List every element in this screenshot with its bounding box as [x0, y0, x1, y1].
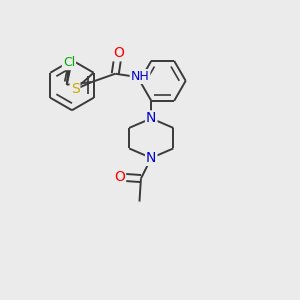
- Text: N: N: [146, 151, 156, 165]
- Text: O: O: [113, 46, 124, 60]
- Text: Cl: Cl: [63, 56, 75, 69]
- Text: NH: NH: [130, 70, 149, 83]
- Text: O: O: [114, 170, 125, 184]
- Text: S: S: [71, 82, 80, 97]
- Text: N: N: [146, 111, 156, 125]
